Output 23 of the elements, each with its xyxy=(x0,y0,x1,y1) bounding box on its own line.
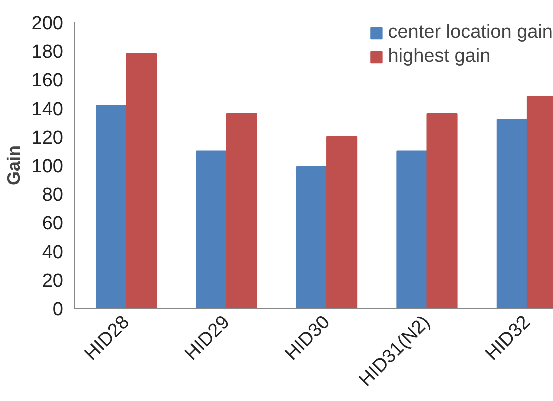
y-tick-label: 140 xyxy=(32,99,64,120)
y-tick-label: 60 xyxy=(42,214,64,235)
bar xyxy=(396,150,428,308)
legend-label: center location gain xyxy=(388,22,553,44)
bar xyxy=(296,166,328,308)
y-tick-label: 120 xyxy=(32,128,64,149)
y-tick-label: 40 xyxy=(42,242,64,264)
bar xyxy=(496,119,528,308)
y-tick-label: 0 xyxy=(52,300,64,320)
bar xyxy=(196,150,228,308)
y-axis-title: Gain xyxy=(4,145,24,186)
y-tick-label: 20 xyxy=(42,270,64,292)
bar xyxy=(96,104,128,308)
bar xyxy=(126,53,158,308)
y-tick-label: 200 xyxy=(32,14,64,34)
bar xyxy=(326,136,358,308)
y-tick-label: 100 xyxy=(32,156,64,178)
y-tick-label: 80 xyxy=(42,185,64,206)
bar xyxy=(226,114,258,308)
legend-label: highest gain xyxy=(388,46,491,68)
y-tick-label: 160 xyxy=(32,70,64,92)
y-tick-label: 180 xyxy=(32,42,64,64)
bar xyxy=(426,114,458,308)
